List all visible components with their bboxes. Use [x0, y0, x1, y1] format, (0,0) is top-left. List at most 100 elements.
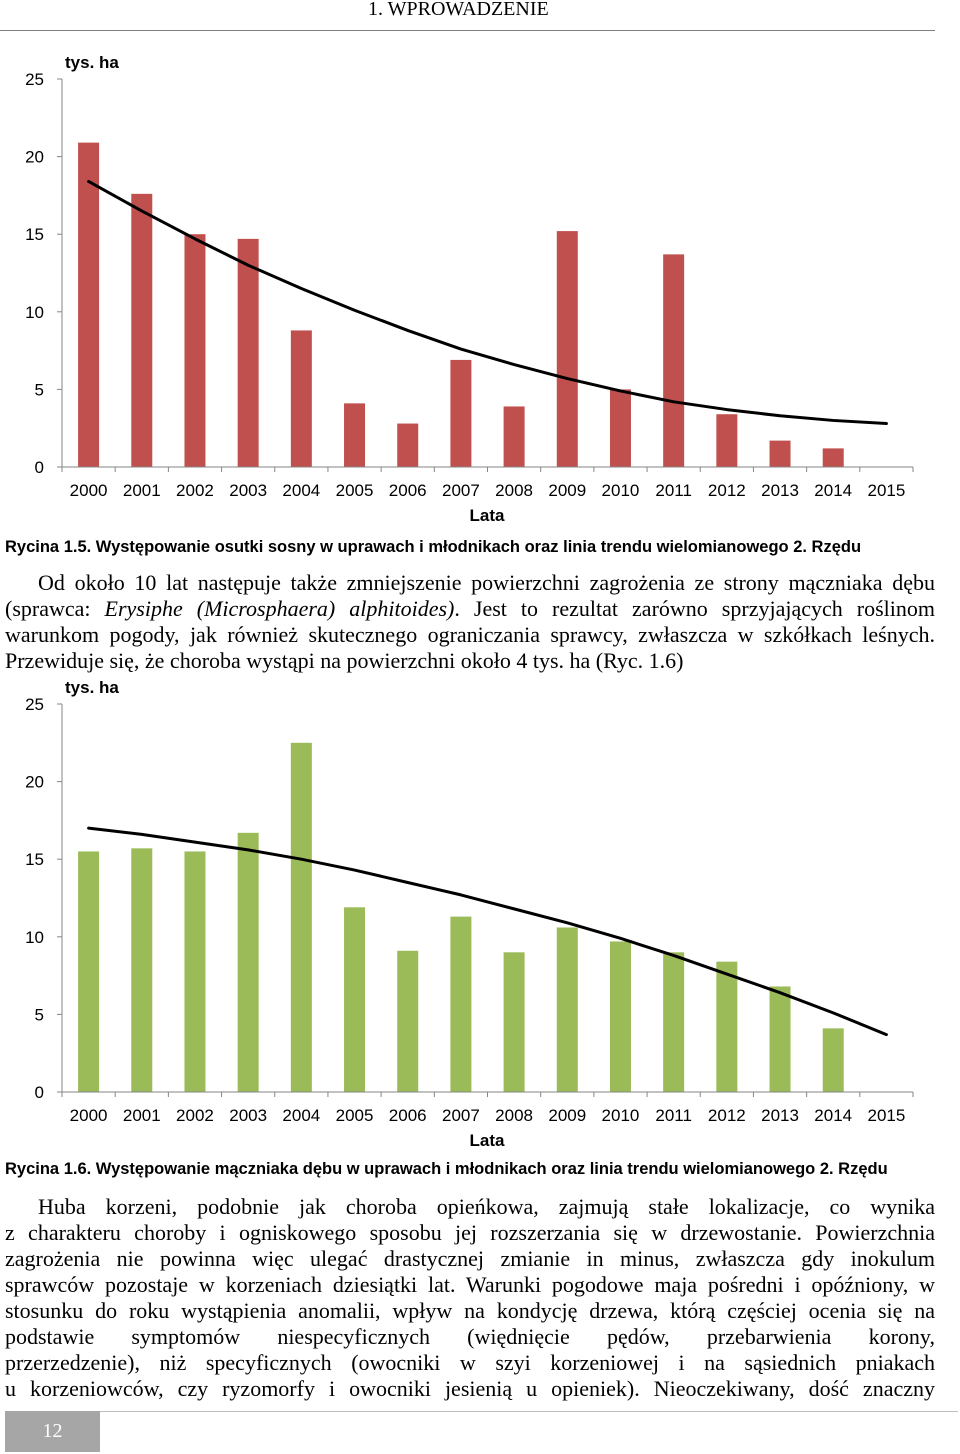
y-tick-label: 5 — [35, 380, 44, 399]
bar-2004 — [290, 742, 312, 1092]
x-tick-label: 2004 — [282, 1106, 320, 1125]
x-tick-label: 2003 — [229, 1106, 267, 1125]
x-tick-label: 2014 — [814, 1106, 852, 1125]
trend-line — [87, 826, 888, 1037]
x-tick-label: 2012 — [708, 481, 746, 500]
bar-2005 — [344, 403, 366, 467]
paragraph-line: stosunku do roku wystąpienia anomalii, w… — [5, 1298, 935, 1323]
bar-2005 — [344, 907, 366, 1092]
header-rule — [0, 30, 935, 31]
y-tick-label: 20 — [25, 148, 44, 167]
x-tick-label: 2015 — [867, 481, 905, 500]
y-axis-title: tys. ha — [65, 53, 119, 72]
bar-2003 — [237, 832, 259, 1092]
bar-2002 — [184, 234, 206, 467]
bar-2006 — [397, 423, 419, 467]
paragraph-line: Huba korzeni, podobnie jak choroba opień… — [38, 1194, 935, 1219]
y-tick-label: 25 — [25, 70, 44, 89]
y-tick-label: 10 — [25, 928, 44, 947]
y-axis-title: tys. ha — [65, 678, 119, 697]
bar-2014 — [822, 448, 844, 467]
figure-caption: Rycina 1.5. Występowanie osutki sosny w … — [5, 538, 862, 556]
x-tick-label: 2013 — [761, 1106, 799, 1125]
bar-2004 — [290, 330, 312, 467]
bar-2011 — [663, 952, 685, 1092]
running-header: 1. WPROWADZENIE — [368, 0, 549, 20]
bar-2012 — [716, 414, 738, 467]
x-tick-label: 2005 — [336, 1106, 374, 1125]
y-tick-label: 25 — [25, 695, 44, 714]
x-tick-label: 2009 — [548, 1106, 586, 1125]
paragraph-line: przerzedzenie), niż specyficznych (owocn… — [5, 1350, 935, 1375]
y-tick-label: 0 — [35, 1083, 44, 1102]
page-number: 12 — [5, 1411, 100, 1452]
x-tick-label: 2008 — [495, 481, 533, 500]
y-tick-label: 10 — [25, 303, 44, 322]
y-tick-label: 15 — [25, 225, 44, 244]
bar-2003 — [237, 238, 259, 467]
bar-2006 — [397, 950, 419, 1092]
x-tick-label: 2011 — [655, 1106, 692, 1125]
x-tick-label: 2012 — [708, 1106, 746, 1125]
x-axis-title: Lata — [470, 1131, 506, 1150]
bar-2001 — [131, 848, 153, 1092]
x-tick-label: 2014 — [814, 481, 852, 500]
x-tick-label: 2013 — [761, 481, 799, 500]
paragraph-line: podstawie symptomów niespecyficznych (wi… — [5, 1324, 935, 1349]
x-axis-title: Lata — [470, 506, 506, 525]
x-tick-label: 2006 — [389, 481, 427, 500]
paragraph-line: warunkom pogody, jak również skutecznego… — [5, 622, 935, 647]
x-tick-label: 2002 — [176, 481, 214, 500]
chart-osutka-sosny: 0 5 10 15 20 25 2000 2001 2002 2003 2004 2005 2006 20… — [25, 53, 914, 525]
trend-line — [87, 179, 888, 426]
bar-2008 — [503, 406, 525, 467]
bar-2002 — [184, 851, 206, 1092]
bar-2007 — [450, 916, 472, 1092]
bar-2007 — [450, 359, 472, 467]
x-tick-label: 2007 — [442, 1106, 480, 1125]
y-tick-label: 5 — [35, 1005, 44, 1024]
paragraph-2: Huba korzeni, podobnie jak choroba opień… — [5, 1194, 935, 1402]
paragraph-line: sprawców pozostaje w korzeniach dziesiąt… — [5, 1272, 935, 1297]
bar-2011 — [663, 254, 685, 467]
paragraph-line: (sprawca: Erysiphe (Microsphaera) alphit… — [5, 596, 935, 622]
x-tick-label: 2015 — [867, 1106, 905, 1125]
x-tick-label: 2005 — [336, 481, 374, 500]
latin-species-name: Erysiphe (Microsphaera) alphitoides) — [104, 596, 455, 621]
x-tick-label: 2000 — [70, 481, 108, 500]
x-tick-label: 2003 — [229, 481, 267, 500]
bar-2000 — [78, 851, 100, 1092]
footer-rule — [100, 1411, 958, 1412]
bar-2010 — [609, 941, 631, 1092]
paragraph-1: Od około 10 lat następuje także zmniejsz… — [5, 570, 935, 674]
paragraph-line: zagrożenia nie powinna więc ulegać drast… — [5, 1246, 935, 1271]
bar-2009 — [556, 231, 578, 467]
text-segment: (sprawca: — [5, 596, 105, 621]
x-tick-label: 2007 — [442, 481, 480, 500]
paragraph-line: Od około 10 lat następuje także zmniejsz… — [38, 570, 935, 595]
bar-2000 — [78, 142, 100, 467]
y-tick-label: 20 — [25, 773, 44, 792]
x-tick-label: 2002 — [176, 1106, 214, 1125]
bar-2010 — [609, 389, 631, 467]
bar-2014 — [822, 1028, 844, 1092]
x-tick-label: 2001 — [123, 1106, 161, 1125]
paragraph-line: z charakteru choroby i ogniskowego sposo… — [5, 1220, 935, 1245]
x-tick-label: 2006 — [389, 1106, 427, 1125]
x-tick-label: 2010 — [602, 481, 640, 500]
bar-2013 — [769, 986, 791, 1092]
paragraph-line: Przewiduje się, że choroba wystąpi na po… — [5, 648, 684, 673]
paragraph-line: u korzeniowców, czy ryzomorfy i owocniki… — [5, 1376, 935, 1401]
figure-caption: Rycina 1.6. Występowanie mączniaka dębu … — [5, 1160, 888, 1178]
text-segment: . Jest to rezultat zarówno sprzyjających… — [454, 596, 935, 621]
x-tick-label: 2000 — [70, 1106, 108, 1125]
x-tick-label: 2009 — [548, 481, 586, 500]
x-tick-label: 2004 — [282, 481, 320, 500]
chart-maczniak-debu: 0 5 10 15 20 25 2000 2001 2002 2003 2004 2005 2006 20… — [25, 678, 914, 1150]
x-tick-label: 2001 — [123, 481, 161, 500]
bar-2001 — [131, 193, 153, 467]
y-tick-label: 0 — [35, 458, 44, 477]
x-tick-label: 2010 — [602, 1106, 640, 1125]
y-tick-label: 15 — [25, 850, 44, 869]
bar-2008 — [503, 952, 525, 1092]
